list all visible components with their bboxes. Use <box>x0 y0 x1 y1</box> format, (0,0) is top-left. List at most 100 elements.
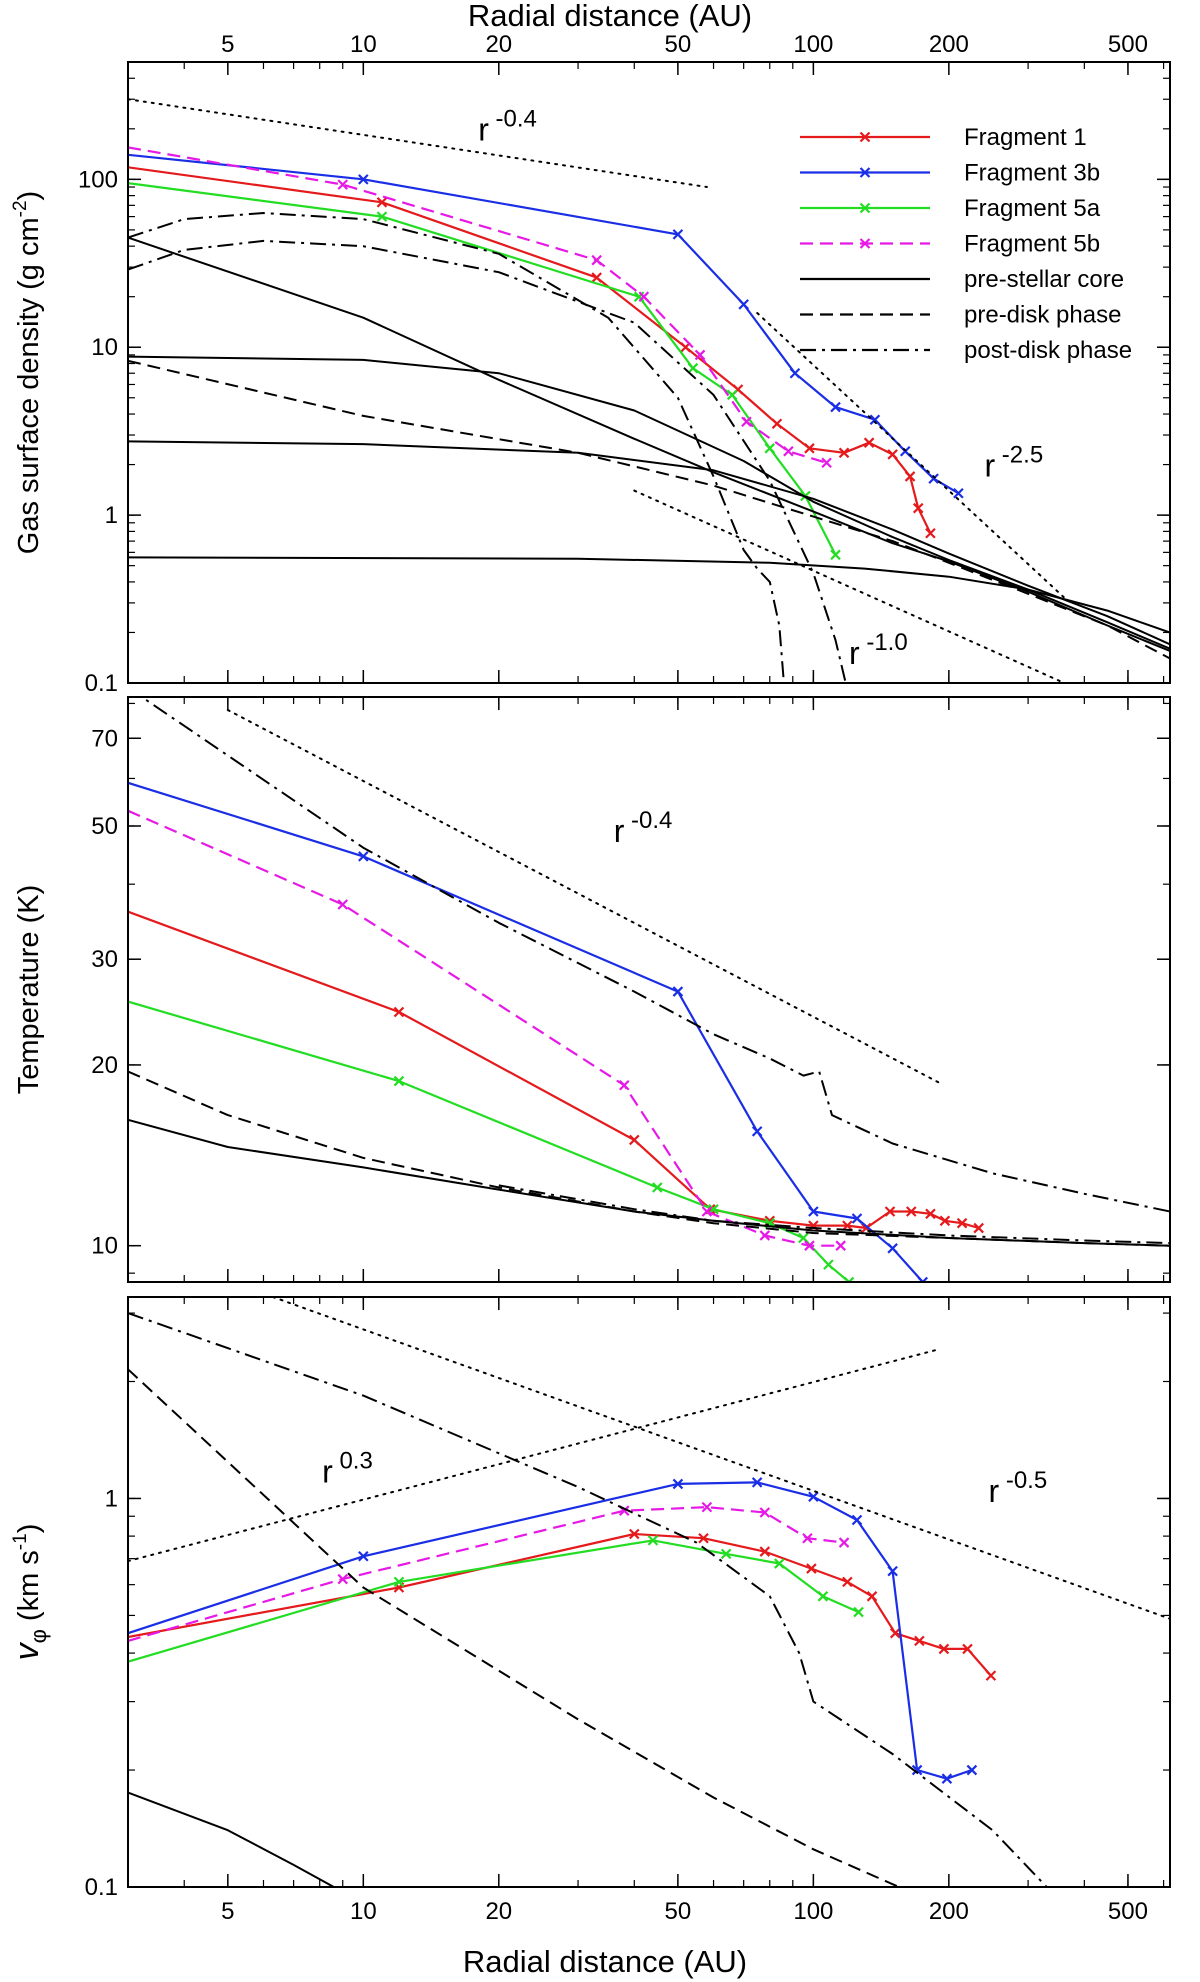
y-axis-title: vφ (km s-1) <box>8 1524 51 1661</box>
series-line-fragment-1 <box>128 910 980 1230</box>
data-point-fragment-5b <box>591 254 602 266</box>
series-line-model-curve-5 <box>272 1297 1170 1620</box>
data-point-fragment-1 <box>866 1591 878 1602</box>
data-point-fragment-3b <box>887 1243 898 1254</box>
series-line-model-curve-6 <box>128 1368 900 1887</box>
data-point-fragment-1 <box>884 1206 896 1217</box>
power-law-label: r -1.0 <box>849 629 908 671</box>
legend-marker <box>859 167 871 178</box>
plot-area <box>128 98 1170 683</box>
legend-label: Fragment 1 <box>964 124 1087 151</box>
series-line-fragment-5b <box>128 146 827 464</box>
data-point-fragment-1 <box>771 418 783 430</box>
data-point-fragment-3b <box>738 299 749 310</box>
legend-marker <box>859 202 871 214</box>
chart-panel-1: 0.1 1 10 100 5 10 20 50 100 200 500 Gas surface den… <box>10 31 1171 697</box>
x-tick-label: 200 <box>929 31 969 58</box>
series-line-fragment-5a <box>128 1000 850 1282</box>
x-tick-label: 100 <box>793 31 833 58</box>
data-point-fragment-3b <box>358 851 369 862</box>
data-point-fragment-5b <box>759 1230 771 1241</box>
x-tick-label: 20 <box>485 1898 512 1925</box>
x-tick-label: 50 <box>665 1898 692 1925</box>
minor-ticks <box>127 697 1170 1282</box>
data-point-fragment-5a <box>720 1548 732 1560</box>
axes-frame <box>127 696 1171 1283</box>
y-tick-label: 0.1 <box>85 670 118 697</box>
data-point-fragment-5a <box>817 1591 829 1602</box>
legend-label: pre-disk phase <box>964 302 1121 329</box>
data-point-fragment-1 <box>591 272 602 283</box>
data-point-fragment-1 <box>863 437 875 448</box>
data-point-fragment-1 <box>956 1217 968 1229</box>
y-tick-label: 100 <box>78 166 118 193</box>
data-point-fragment-3b <box>672 1478 684 1490</box>
data-point-fragment-1 <box>376 197 388 208</box>
legend-label: post-disk phase <box>964 337 1132 364</box>
series-line-fragment-3b <box>128 153 959 495</box>
legend-label: Fragment 3b <box>964 160 1100 187</box>
data-point-fragment-5b <box>337 899 349 910</box>
y-tick-label: 10 <box>91 334 118 361</box>
data-point-fragment-1 <box>939 1215 951 1227</box>
x-tick-label: 200 <box>929 1898 969 1925</box>
data-point-fragment-1 <box>887 449 898 460</box>
data-point-fragment-5b <box>337 1573 349 1585</box>
data-point-fragment-3b <box>941 1773 953 1784</box>
x-tick-label: 50 <box>665 31 692 58</box>
data-point-fragment-5b <box>835 1240 846 1251</box>
power-law-label: r -0.4 <box>478 106 537 148</box>
major-ticks <box>128 62 1170 684</box>
series-line-model-curve-5 <box>756 312 1065 599</box>
y-tick-label: 50 <box>91 813 118 840</box>
data-point-fragment-5b <box>741 416 752 427</box>
plot-area <box>128 697 1170 1282</box>
data-point-fragment-5b <box>638 291 650 302</box>
series-line-model-curve-6 <box>128 1070 1170 1247</box>
series-line-model-curve-13 <box>128 239 847 683</box>
power-law-label: r -0.4 <box>614 807 673 849</box>
x-tick-label: 20 <box>485 31 512 58</box>
data-point-fragment-5b <box>694 349 706 361</box>
data-point-fragment-5b <box>802 1532 813 1544</box>
data-point-fragment-5a <box>774 1558 785 1569</box>
series-line-fragment-3b <box>128 781 924 1282</box>
x-tick-label: 500 <box>1108 1898 1148 1925</box>
x-tick-label: 100 <box>793 1898 833 1925</box>
data-point-fragment-1 <box>629 1134 640 1146</box>
data-point-fragment-1 <box>698 1532 709 1544</box>
legend-marker <box>859 238 871 249</box>
y-tick-label: 1 <box>105 1485 118 1512</box>
minor-ticks <box>127 61 1170 684</box>
legend-label: Fragment 5a <box>964 195 1101 222</box>
data-point-fragment-5a <box>652 1182 663 1193</box>
data-point-fragment-5a <box>853 1606 864 1618</box>
data-point-fragment-1 <box>842 1220 853 1231</box>
series-line-model-curve-5 <box>128 1118 1170 1247</box>
minor-ticks <box>127 1297 1170 1888</box>
data-point-fragment-5a <box>843 1276 855 1282</box>
series-line-model-curve-7 <box>128 1312 1048 1887</box>
data-point-fragment-5a <box>687 362 699 374</box>
data-point-fragment-5b <box>759 1507 771 1518</box>
data-point-fragment-5b <box>783 446 794 457</box>
data-point-fragment-5b <box>804 1240 815 1251</box>
data-point-fragment-3b <box>358 174 369 185</box>
series-line-model-curve-6 <box>633 489 1067 683</box>
data-point-fragment-5b <box>337 179 349 190</box>
power-law-label: r 0.3 <box>322 1447 373 1489</box>
data-point-fragment-5b <box>618 1079 630 1091</box>
major-ticks <box>128 697 1170 1282</box>
x-tick-label: 10 <box>350 1898 377 1925</box>
major-ticks <box>128 1297 1170 1888</box>
series-line-fragment-5b <box>128 809 841 1247</box>
data-point-fragment-5a <box>393 1075 405 1087</box>
data-point-fragment-3b <box>672 229 684 240</box>
legend: Fragment 1 Fragment 3b Fragment 5a Fragment… <box>800 124 1132 364</box>
y-tick-label: 1 <box>105 502 118 529</box>
data-point-fragment-3b <box>751 1126 763 1137</box>
data-point-fragment-5b <box>838 1537 850 1548</box>
data-point-fragment-1 <box>905 1206 917 1217</box>
data-point-fragment-3b <box>928 473 939 484</box>
y-tick-label: 10 <box>91 1233 118 1260</box>
